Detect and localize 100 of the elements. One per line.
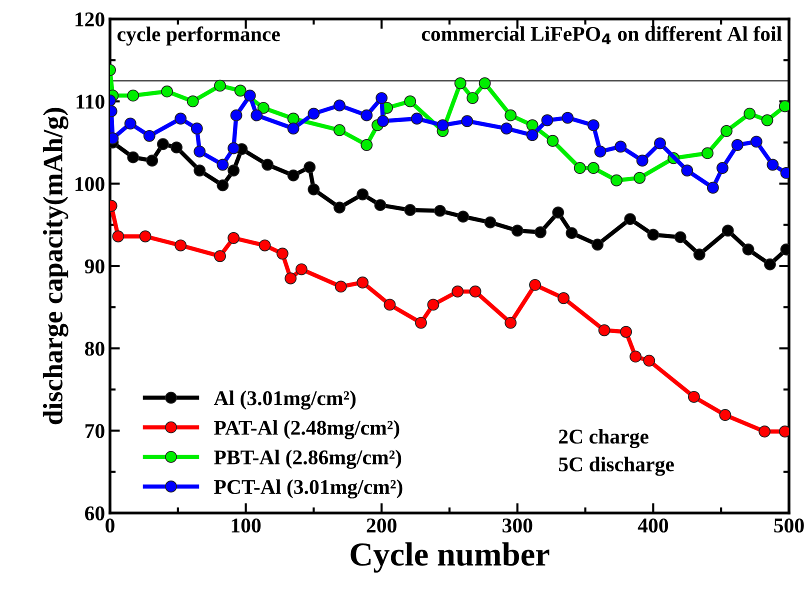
point <box>284 272 297 284</box>
point <box>688 390 700 403</box>
y-tick-label: 70 <box>85 424 104 438</box>
point <box>587 162 600 174</box>
point <box>552 206 564 218</box>
point <box>244 90 256 102</box>
point <box>511 224 524 237</box>
point <box>287 122 300 134</box>
legend-label: Al (3.01mg/cm²) <box>214 390 356 410</box>
point <box>174 239 187 252</box>
point <box>500 122 513 134</box>
point <box>693 248 706 260</box>
point <box>230 109 242 122</box>
point <box>404 95 416 108</box>
x-tick-label: 500 <box>774 518 804 533</box>
point <box>356 276 369 288</box>
y-axis-title: discharge capacity(mAh/g) <box>42 108 68 424</box>
x-tick-label: 300 <box>502 518 532 533</box>
point <box>376 92 388 104</box>
point <box>404 204 416 216</box>
point <box>744 108 756 120</box>
point <box>334 280 347 293</box>
point <box>216 179 229 192</box>
point <box>504 109 517 122</box>
y-tick-label: 90 <box>84 259 104 274</box>
point <box>630 350 642 363</box>
point <box>469 286 482 298</box>
x-tick-label: 200 <box>366 518 396 533</box>
point <box>706 182 719 194</box>
point <box>384 298 396 311</box>
point <box>587 119 600 132</box>
point <box>758 426 771 438</box>
point <box>334 99 346 112</box>
point <box>427 298 440 311</box>
point <box>434 204 446 217</box>
point <box>598 324 610 336</box>
x-tick-label: 100 <box>232 518 261 533</box>
point <box>478 77 491 90</box>
annotation: cycle performance <box>118 26 280 46</box>
point <box>614 140 627 153</box>
point <box>526 129 538 142</box>
point <box>304 161 316 174</box>
x-axis-title: Cycle number <box>350 542 550 573</box>
y-tick-label: 100 <box>76 177 104 192</box>
point <box>452 286 464 298</box>
y-tick-label: 80 <box>85 342 104 356</box>
point <box>624 213 636 226</box>
point <box>146 154 158 167</box>
x-tick-label: 400 <box>638 518 668 533</box>
point <box>720 125 733 137</box>
point <box>214 80 226 92</box>
point <box>276 248 288 260</box>
point <box>287 169 300 182</box>
point <box>461 115 474 128</box>
point <box>214 250 226 262</box>
point <box>764 258 776 270</box>
point <box>681 164 694 176</box>
point <box>334 124 346 136</box>
point <box>228 142 240 154</box>
point <box>139 230 152 242</box>
point <box>262 158 274 171</box>
point <box>127 90 140 102</box>
point <box>161 85 174 98</box>
point <box>654 137 666 150</box>
point <box>610 174 623 186</box>
point <box>457 210 470 223</box>
point <box>484 216 496 228</box>
point <box>594 146 606 158</box>
point <box>620 326 632 338</box>
point <box>702 147 714 160</box>
point <box>742 244 754 256</box>
point <box>360 138 373 151</box>
point <box>186 95 199 108</box>
point <box>112 230 124 242</box>
point <box>546 134 559 147</box>
point <box>674 231 686 244</box>
point <box>250 109 263 122</box>
point <box>592 238 604 251</box>
point <box>216 158 229 171</box>
x-tick-label: 0 <box>106 518 114 533</box>
point <box>574 162 586 174</box>
point <box>156 138 169 150</box>
point <box>308 183 320 196</box>
point <box>287 112 300 125</box>
point <box>647 228 660 241</box>
point <box>410 112 423 125</box>
point <box>356 188 369 200</box>
point <box>750 136 762 148</box>
point <box>308 108 320 120</box>
point <box>534 226 546 238</box>
legend-label: PCT-Al (3.01mg/cm²) <box>214 479 402 498</box>
y-tick-label: 120 <box>76 12 104 26</box>
point <box>334 202 346 214</box>
point <box>731 138 744 151</box>
point <box>719 409 732 421</box>
point <box>643 354 656 367</box>
point <box>566 227 578 240</box>
point <box>228 164 240 176</box>
point <box>562 112 574 124</box>
point <box>170 141 183 154</box>
